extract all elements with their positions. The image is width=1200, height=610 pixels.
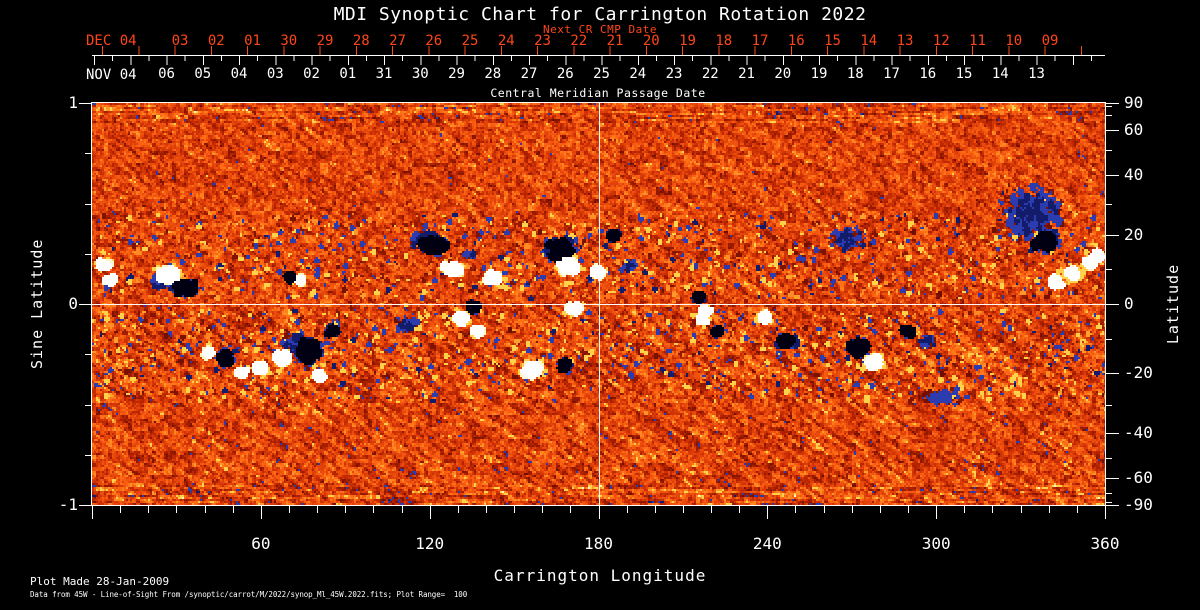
cmp-day-label: 03 [266,66,284,82]
cmp-day-label: 23 [665,66,683,82]
cmp-day-label: 22 [701,66,719,82]
cmp-day-label: 06 [158,66,175,82]
sine-latitude-tick-label: -1 [58,495,78,514]
next-cr-day-label: 22 [570,33,588,49]
latitude-tick-label: -40 [1124,423,1153,443]
cmp-day-label: 25 [593,66,610,82]
cmp-day-label: 21 [738,66,755,82]
latitude-tick-label: 20 [1124,225,1144,245]
cmp-day-label: 05 [194,66,212,82]
cmp-day-label: 27 [520,66,538,82]
next-cr-day-label: 26 [425,33,443,49]
next-cr-day-label: 20 [642,33,660,49]
cmp-day-label: 24 [629,66,647,82]
cmp-month-label: NOV 04 [86,67,137,83]
next-cr-day-label: 13 [896,33,914,49]
cmp-day-label: 17 [883,66,900,82]
latitude-tick-label: 40 [1124,164,1144,184]
latitude-tick-label: 60 [1124,119,1144,139]
next-cr-day-label: 23 [534,33,551,49]
sine-latitude-tick-label: 1 [68,93,78,112]
latitude-tick-label: -60 [1124,468,1153,488]
next-cr-day-label: 02 [207,33,225,49]
next-cr-day-label: 16 [787,33,805,49]
next-cr-day-label: 27 [389,33,406,49]
longitude-tick-label: 120 [415,534,445,553]
next-cr-day-label: 01 [244,33,261,49]
cmp-day-label: 14 [991,66,1009,82]
next-cr-day-label: 19 [679,33,696,49]
next-cr-day-label: 12 [932,33,950,49]
cmp-day-label: 30 [411,66,429,82]
next-cr-cmp-date-label: Next CR CMP Date [543,23,657,36]
next-cr-day-label: 17 [751,33,769,49]
cmp-day-label: 31 [375,66,393,82]
next-cr-day-label: 15 [824,33,841,49]
cmp-day-label: 15 [955,66,973,82]
carrington-longitude-axis-label: Carrington Longitude [493,566,707,585]
next-cr-day-label: 14 [860,33,878,49]
longitude-tick-label: 180 [584,534,613,553]
latitude-axis-label: Latitude [1164,263,1182,345]
cmp-day-label: 02 [303,66,320,82]
cmp-day-label: 01 [339,66,357,82]
plot-frame [91,102,1106,506]
longitude-tick-label: 60 [251,534,271,553]
plot-made-note: Plot Made 28-Jan-2009 [30,575,170,588]
longitude-tick-label: 240 [752,534,782,553]
cmp-day-label: 19 [810,66,828,82]
longitude-tick-label: 300 [921,534,951,553]
data-source-note: Data from 45W - Line-of-Sight From /syno… [30,590,468,599]
chart-title: MDI Synoptic Chart for Carrington Rotati… [333,4,867,25]
magnetogram-canvas [92,103,1105,505]
sine-latitude-tick-label: 0 [68,294,78,313]
cmp-day-label: 18 [846,66,864,82]
cmp-day-label: 16 [919,66,937,82]
next-cr-day-label: 21 [606,33,624,49]
cmp-day-label: 20 [774,66,792,82]
latitude-tick-label: -90 [1124,495,1153,514]
latitude-tick-label: -20 [1124,362,1153,382]
next-cr-day-label: 24 [497,33,515,49]
next-cr-day-label: 18 [715,33,733,49]
next-cr-day-label: 10 [1005,33,1023,49]
next-cr-day-label: 09 [1041,33,1059,49]
longitude-tick-label: 360 [1090,534,1120,553]
next-cr-day-label: 30 [280,33,298,49]
next-cr-month-label: DEC 04 [86,33,137,49]
next-cr-day-label: 29 [316,33,334,49]
next-cr-day-label: 28 [352,33,370,49]
cmp-day-label: 29 [448,66,465,82]
cmp-day-label: 26 [556,66,574,82]
next-cr-day-label: 11 [969,33,986,49]
latitude-tick-label: 90 [1124,93,1144,112]
cmp-day-label: 13 [1028,66,1045,82]
latitude-tick-label: 0 [1124,294,1134,313]
cmp-day-label: 04 [230,66,248,82]
next-cr-day-label: 03 [171,33,189,49]
cmp-axis-label: Central Meridian Passage Date [490,86,706,100]
sine-latitude-axis-label: Sine Latitude [28,238,46,369]
next-cr-day-label: 25 [461,33,479,49]
cmp-day-label: 28 [484,66,502,82]
